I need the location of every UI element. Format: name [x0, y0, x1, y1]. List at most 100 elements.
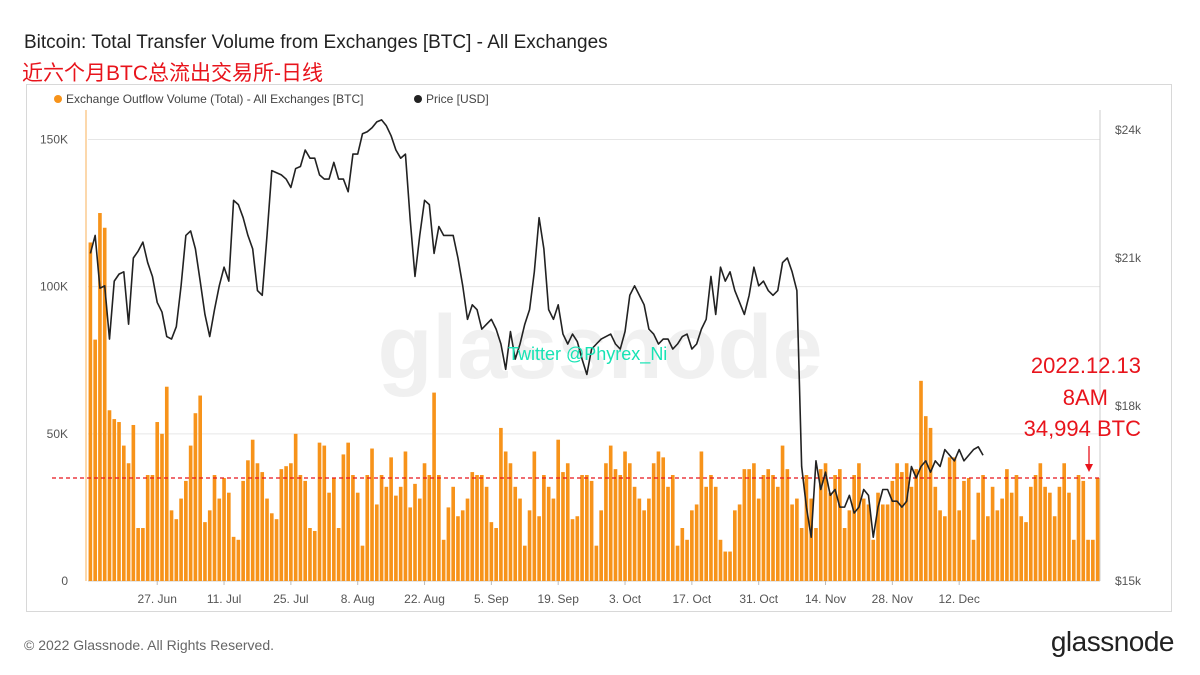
outflow-bar — [1009, 492, 1014, 581]
y-left-tick-label: 150K — [40, 132, 68, 146]
callout-value: 34,994 BTC — [1024, 416, 1142, 441]
outflow-bar — [995, 510, 1000, 581]
outflow-bar — [184, 480, 188, 581]
outflow-bar — [484, 486, 489, 581]
outflow-bar — [814, 528, 818, 581]
outflow-bar — [231, 536, 236, 581]
outflow-bar — [728, 551, 732, 581]
copyright: © 2022 Glassnode. All Rights Reserved. — [24, 637, 275, 653]
outflow-bar — [723, 551, 728, 581]
outflow-bar — [933, 486, 938, 581]
outflow-bar — [938, 510, 942, 581]
y-right-tick-label: $24k — [1115, 123, 1142, 137]
outflow-bar — [752, 463, 756, 581]
outflow-bar — [680, 528, 685, 581]
outflow-bar — [136, 528, 140, 581]
outflow-bar — [971, 539, 976, 581]
outflow-bar — [346, 442, 350, 581]
outflow-bar — [1038, 463, 1043, 581]
chart-frame — [26, 84, 1172, 612]
outflow-bar — [904, 463, 909, 581]
outflow-bar — [928, 427, 933, 581]
outflow-bar — [417, 498, 422, 581]
outflow-bar — [503, 451, 508, 581]
outflow-bar — [131, 424, 136, 581]
outflow-bar — [379, 475, 384, 581]
outflow-bar — [923, 416, 928, 581]
outflow-bar — [255, 463, 260, 581]
outflow-bar — [713, 486, 718, 581]
callout-date: 2022.12.13 — [1031, 353, 1141, 378]
outflow-bar — [747, 469, 751, 581]
outflow-bar — [900, 472, 904, 581]
outflow-bar — [365, 475, 370, 581]
outflow-bar — [575, 516, 580, 581]
outflow-bar — [303, 480, 308, 581]
y-left-tick-label: 0 — [61, 574, 68, 588]
outflow-bar — [1076, 475, 1081, 581]
outflow-bar — [756, 498, 761, 581]
outflow-bar — [217, 498, 222, 581]
outflow-bar — [480, 475, 484, 581]
outflow-bar — [943, 516, 947, 581]
outflow-bar — [990, 486, 995, 581]
outflow-bar — [709, 475, 713, 581]
outflow-bar — [351, 475, 355, 581]
outflow-bar — [589, 480, 594, 581]
outflow-bar — [561, 472, 565, 581]
outflow-bar — [690, 510, 694, 581]
x-tick-label: 3. Oct — [609, 592, 642, 606]
outflow-bar — [795, 498, 799, 581]
outflow-bar — [694, 504, 699, 581]
outflow-bar — [876, 492, 880, 581]
legend-label-price: Price [USD] — [426, 92, 489, 106]
outflow-bar — [857, 463, 861, 581]
outflow-bar — [274, 519, 279, 581]
outflow-bar — [666, 486, 670, 581]
outflow-bar — [656, 451, 661, 581]
outflow-bar — [718, 539, 723, 581]
outflow-bar — [360, 545, 365, 581]
outflow-bar — [494, 528, 498, 581]
outflow-bar — [169, 510, 174, 581]
outflow-bar — [470, 472, 475, 581]
price-line — [89, 119, 984, 539]
outflow-bar — [508, 463, 513, 581]
x-tick-label: 11. Jul — [207, 592, 241, 606]
outflow-bar — [670, 475, 675, 581]
outflow-bar — [804, 475, 809, 581]
outflow-bar — [117, 422, 121, 581]
outflow-bar — [126, 463, 131, 581]
outflow-bar — [1081, 480, 1086, 581]
outflow-bar — [828, 492, 833, 581]
outflow-bar — [542, 475, 546, 581]
outflow-bar — [298, 475, 303, 581]
outflow-bar — [699, 451, 704, 581]
y-right-tick-label: $21k — [1115, 251, 1142, 265]
outflow-bar — [962, 480, 966, 581]
outflow-bar — [1024, 522, 1028, 582]
y-left-tick-label: 100K — [40, 280, 68, 294]
outflow-bar — [737, 504, 742, 581]
outflow-bar — [475, 475, 479, 581]
outflow-bar — [565, 463, 570, 581]
outflow-bar — [871, 539, 876, 581]
outflow-bar — [618, 475, 623, 581]
outflow-bar — [1005, 469, 1009, 581]
outflow-bar — [919, 380, 923, 581]
outflow-bar — [818, 469, 823, 581]
outflow-bar — [1052, 516, 1057, 581]
outflow-bar — [179, 498, 183, 581]
chart-title: Bitcoin: Total Transfer Volume from Exch… — [24, 32, 608, 53]
outflow-bar — [880, 504, 885, 581]
outflow-bar — [890, 480, 895, 581]
outflow-bar — [112, 419, 117, 581]
outflow-bar — [838, 469, 842, 581]
outflow-bar — [766, 469, 771, 581]
outflow-bar — [613, 469, 618, 581]
outflow-bar — [580, 475, 584, 581]
outflow-bar — [861, 498, 866, 581]
outflow-bar — [642, 510, 646, 581]
outflow-bar — [145, 475, 150, 581]
outflow-bar — [537, 516, 541, 581]
